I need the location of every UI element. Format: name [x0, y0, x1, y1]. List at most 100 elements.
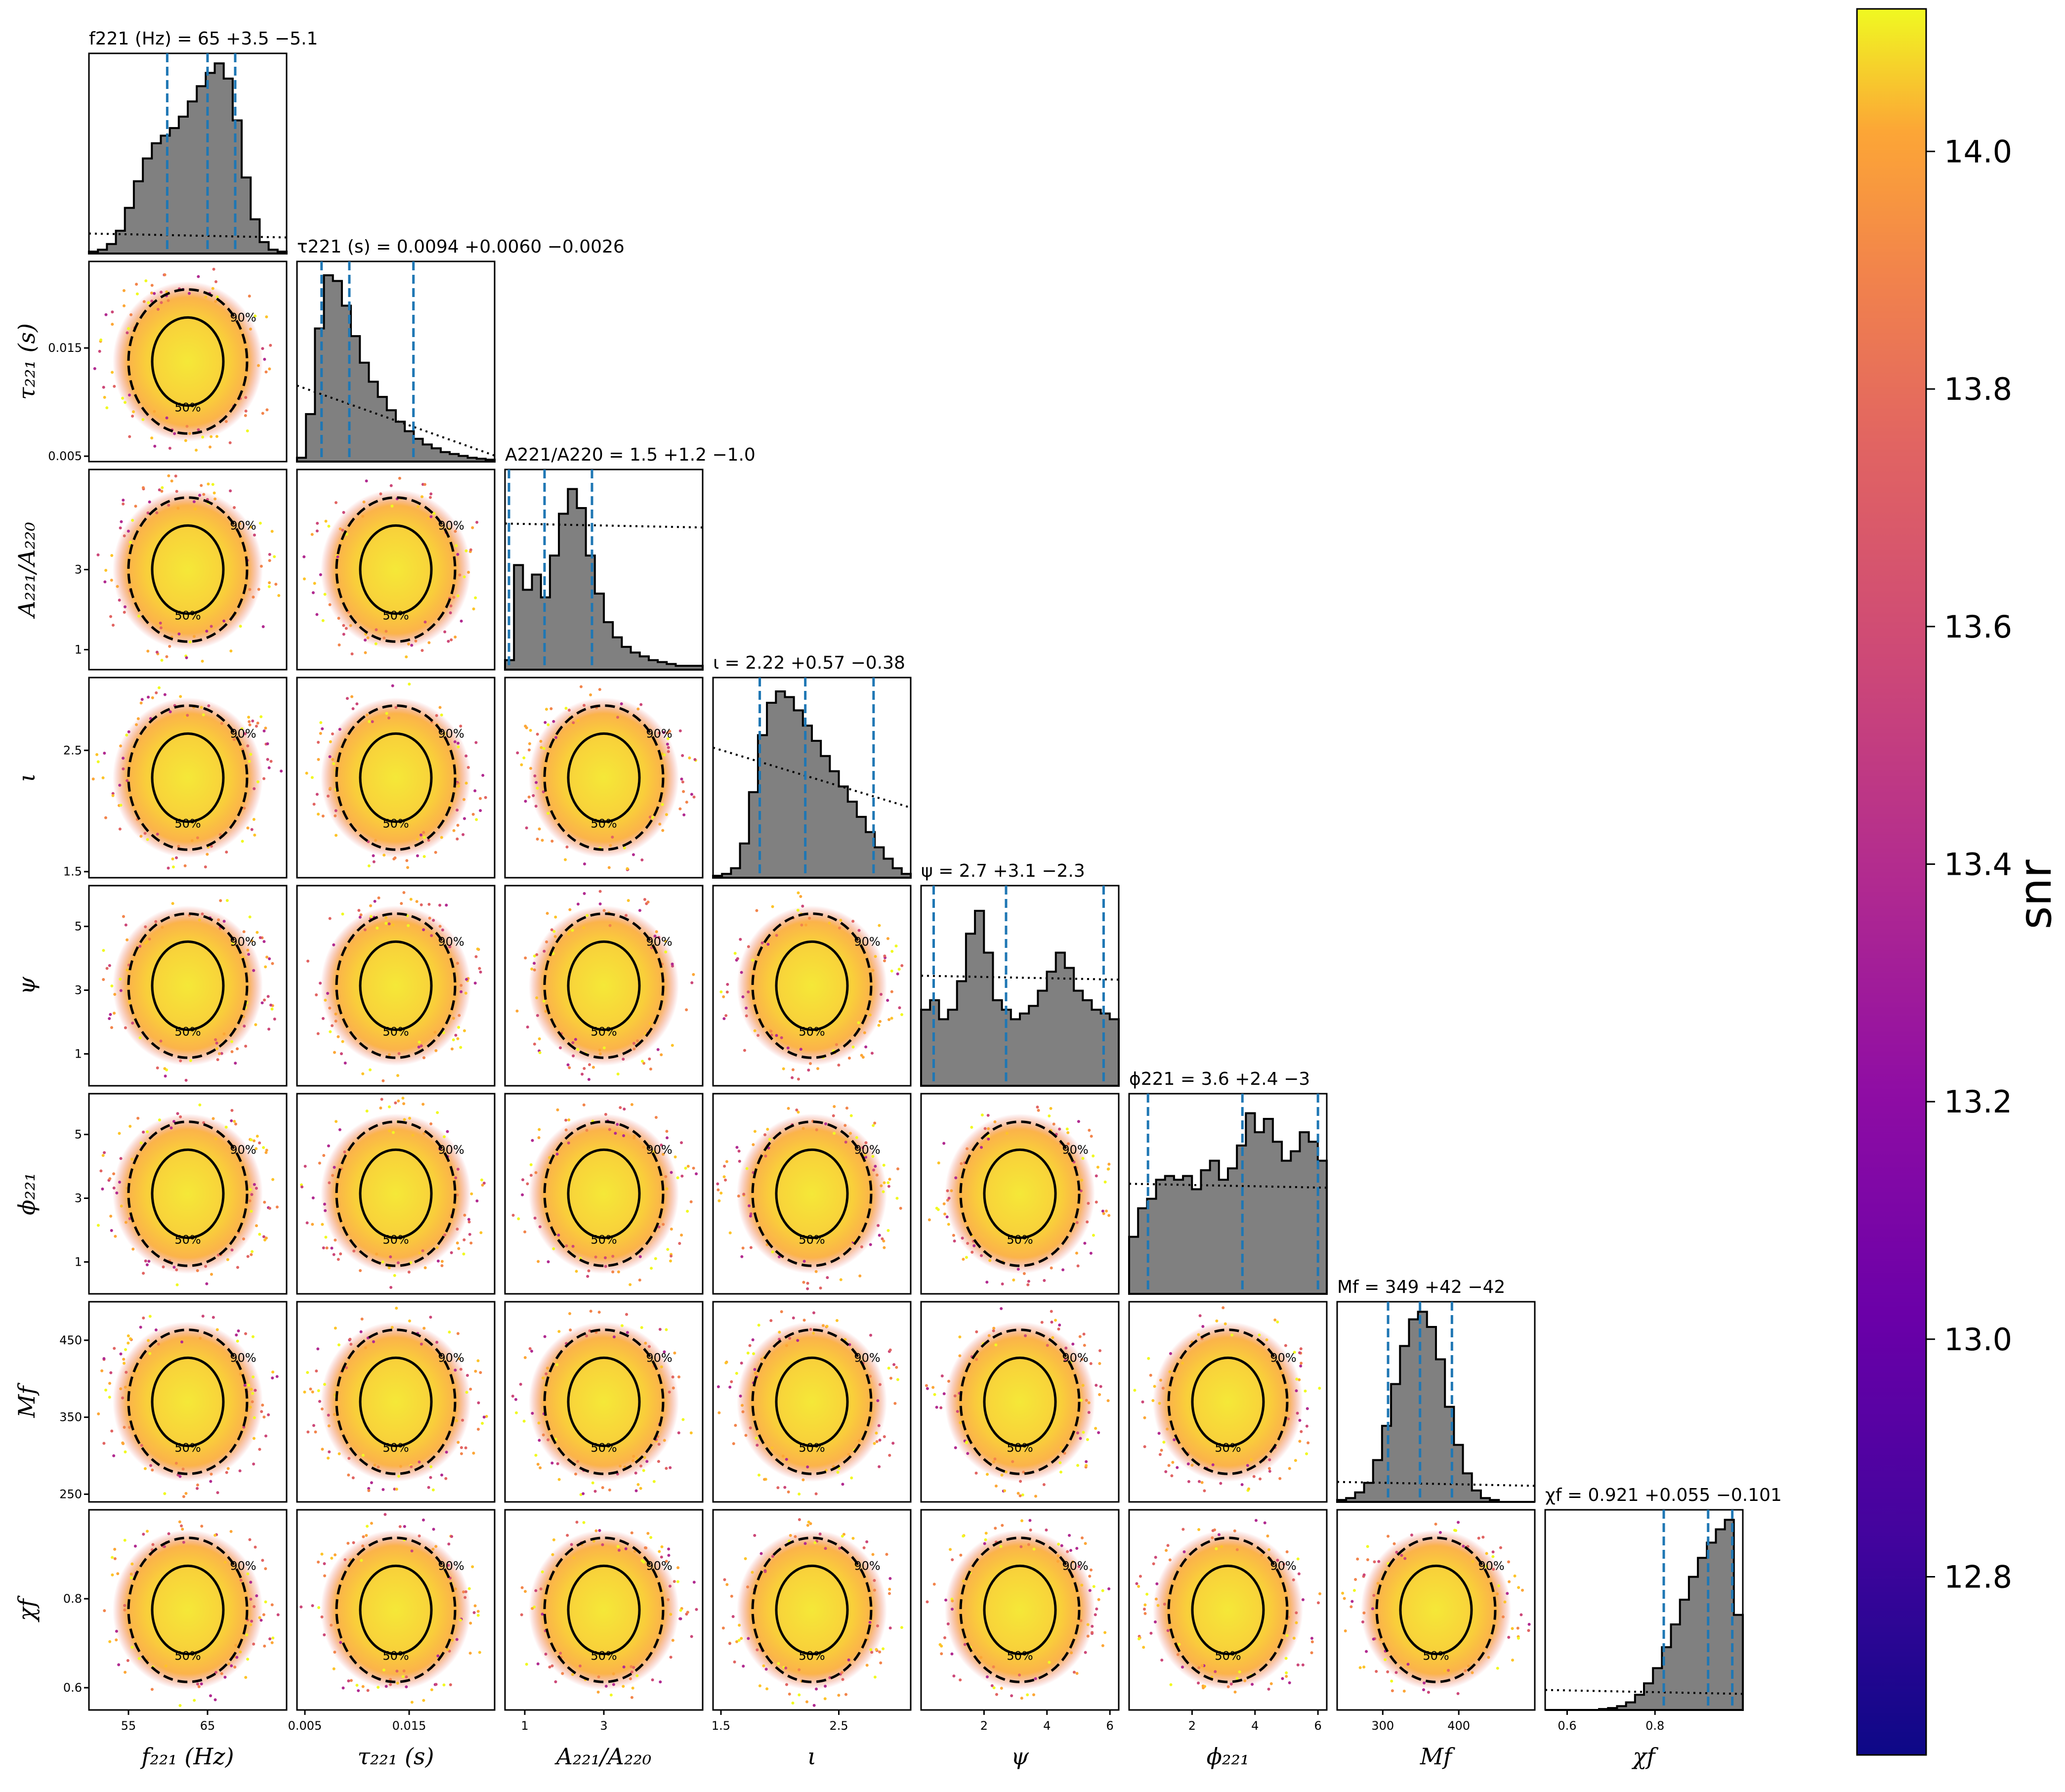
scatter-point	[953, 1394, 957, 1398]
scatter-point	[421, 1249, 424, 1252]
scatter-point	[1058, 1461, 1062, 1464]
scatter-point	[1511, 1627, 1514, 1630]
panel-iota-vs-psi: 50%90%	[712, 885, 912, 1087]
scatter-point	[616, 716, 620, 719]
scatter-point	[753, 1029, 757, 1032]
scatter-point	[1050, 1321, 1054, 1324]
scatter-point	[122, 915, 125, 918]
scatter-point	[367, 864, 371, 867]
scatter-point	[958, 1335, 962, 1339]
scatter-point	[542, 999, 546, 1003]
scatter-point	[548, 1665, 551, 1669]
scatter-point	[557, 1330, 561, 1333]
scatter-point	[1394, 1671, 1398, 1674]
scatter-point	[844, 1140, 847, 1144]
contour-label-90: 90%	[230, 519, 256, 533]
scatter-point	[158, 488, 161, 492]
scatter-point	[321, 619, 325, 622]
scatter-point	[122, 502, 125, 506]
scatter-point	[1296, 1411, 1299, 1415]
scatter-point	[1362, 1611, 1366, 1615]
scatter-point	[460, 983, 463, 987]
scatter-point	[685, 1008, 688, 1012]
scatter-point	[359, 913, 363, 917]
scatter-point	[324, 519, 328, 523]
scatter-point	[408, 1319, 411, 1323]
scatter-point	[952, 1674, 956, 1678]
scatter-point	[103, 580, 107, 584]
scatter-point	[163, 1545, 166, 1548]
scatter-point	[185, 656, 188, 659]
scatter-point	[899, 1206, 902, 1210]
scatter-point	[460, 619, 463, 623]
scatter-point	[722, 995, 725, 998]
scatter-point	[602, 909, 606, 912]
scatter-point	[757, 1323, 760, 1327]
scatter-point	[478, 1651, 481, 1654]
scatter-point	[376, 926, 379, 930]
scatter-point	[572, 721, 575, 725]
scatter-point	[686, 1209, 689, 1213]
scatter-point	[926, 1387, 929, 1390]
scatter-point	[428, 496, 432, 499]
scatter-point	[591, 1066, 595, 1069]
scatter-point	[893, 1402, 897, 1405]
scatter-point	[393, 1488, 396, 1491]
scatter-point	[300, 1185, 304, 1189]
scatter-point	[141, 418, 145, 421]
scatter-point	[780, 1310, 783, 1314]
scatter-point	[812, 1331, 815, 1335]
scatter-point	[1149, 1373, 1152, 1377]
scatter-point	[429, 492, 433, 496]
scatter-point	[373, 899, 377, 903]
scatter-point	[263, 357, 266, 361]
scatter-point	[130, 1157, 134, 1161]
scatter-point	[523, 1230, 527, 1234]
scatter-point	[115, 1638, 118, 1642]
scatter-point	[550, 840, 554, 843]
scatter-point	[728, 1231, 732, 1235]
contour-label-50: 50%	[1215, 1649, 1241, 1663]
scatter-point	[625, 914, 628, 917]
scatter-point	[567, 709, 571, 712]
scatter-point	[777, 1662, 780, 1665]
scatter-point	[224, 1125, 228, 1129]
scatter-point	[159, 626, 163, 630]
scatter-point	[1043, 1279, 1046, 1282]
scatter-point	[273, 555, 276, 558]
scatter-point	[538, 1051, 542, 1055]
scatter-point	[196, 1682, 199, 1686]
scatter-point	[1390, 1679, 1393, 1683]
scatter-point	[1018, 1494, 1022, 1497]
scatter-density	[1361, 1530, 1511, 1690]
scatter-point	[172, 1120, 176, 1123]
scatter-point	[863, 1031, 866, 1034]
scatter-point	[737, 1195, 740, 1198]
scatter-point	[1154, 1597, 1158, 1601]
scatter-point	[355, 1684, 359, 1687]
scatter-point	[1186, 1462, 1190, 1466]
scatter-point	[361, 1685, 365, 1688]
scatter-point	[361, 1544, 365, 1548]
scatter-point	[676, 1580, 679, 1583]
scatter-point	[110, 984, 114, 987]
scatter-point	[990, 1684, 994, 1687]
scatter-point	[679, 1609, 682, 1612]
scatter-point	[975, 1330, 978, 1333]
scatter-point	[260, 1410, 263, 1413]
scatter-point	[585, 1334, 589, 1338]
scatter-point	[479, 1231, 483, 1235]
scatter-point	[327, 1413, 330, 1417]
scatter-point	[543, 1335, 547, 1338]
scatter-point	[1310, 1651, 1313, 1655]
scatter-point	[525, 826, 528, 830]
scatter-point	[1230, 1333, 1234, 1337]
scatter-point	[267, 1413, 270, 1416]
scatter-point	[471, 526, 474, 529]
scatter-point	[728, 1642, 731, 1645]
scatter-point	[791, 1702, 795, 1705]
scatter-point	[740, 1362, 743, 1365]
scatter-point	[583, 1067, 586, 1070]
scatter-point	[1089, 1251, 1093, 1255]
scatter-point	[414, 640, 418, 643]
